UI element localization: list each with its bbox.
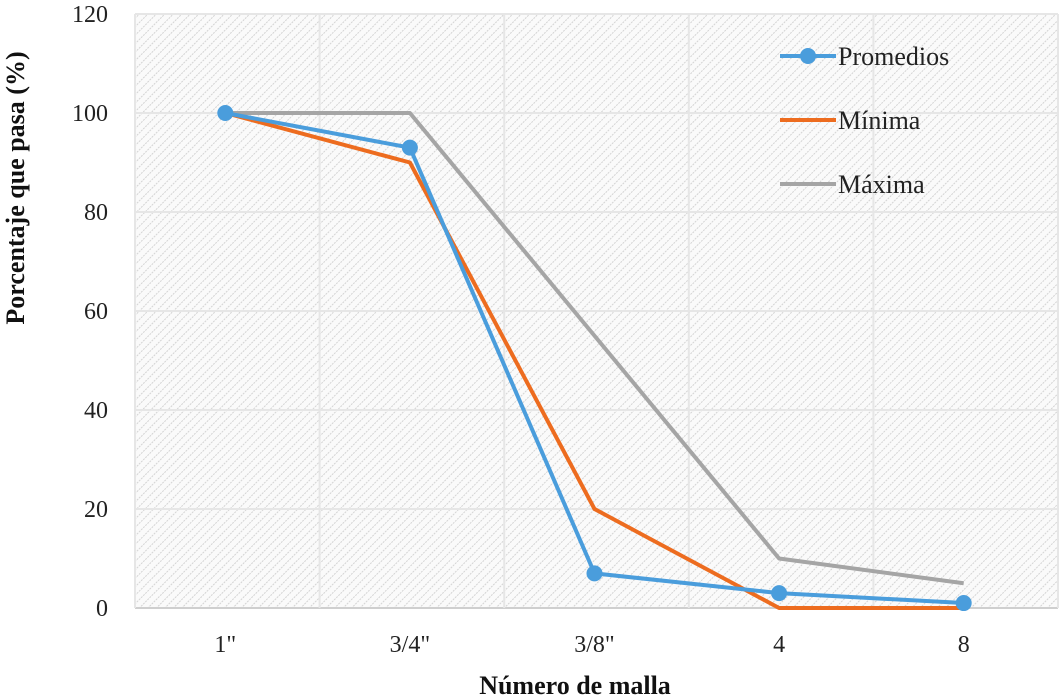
y-tick-label: 120	[72, 2, 108, 28]
data-point	[401, 139, 418, 156]
data-point	[771, 585, 788, 602]
y-tick-label: 20	[84, 497, 108, 523]
legend-label: Mínima	[838, 106, 921, 135]
x-tick-label: 8	[958, 632, 970, 658]
y-tick-label: 60	[84, 299, 108, 325]
legend-marker	[800, 48, 816, 64]
x-tick-label: 3/4"	[390, 632, 430, 658]
data-point	[217, 105, 234, 121]
series-line-mínima	[224, 111, 964, 610]
x-tick-label: 3/8"	[574, 632, 614, 658]
y-tick-label: 80	[84, 200, 108, 226]
y-axis-label: Porcentaje que pasa (%)	[1, 51, 30, 324]
legend-label: Máxima	[838, 170, 925, 199]
y-tick-label: 100	[72, 101, 108, 127]
data-point	[586, 565, 603, 582]
y-tick-label: 40	[84, 398, 108, 424]
x-axis-label: Número de malla	[479, 671, 671, 697]
series-line-máxima	[225, 111, 964, 586]
data-point	[955, 595, 972, 612]
y-tick-label: 0	[96, 596, 108, 622]
legend-label: Promedios	[838, 42, 949, 71]
x-tick-label: 4	[773, 632, 785, 658]
x-tick-label: 1"	[214, 632, 236, 658]
